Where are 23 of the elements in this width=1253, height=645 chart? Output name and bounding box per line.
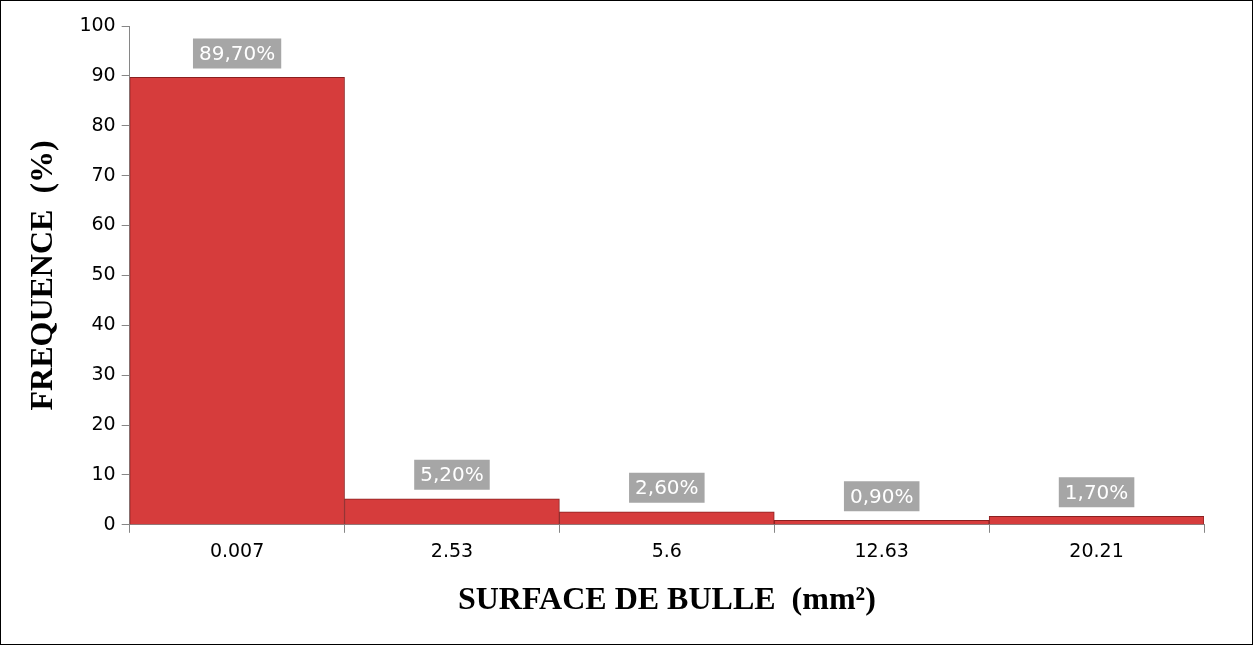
y-tick-label: 40 (91, 312, 116, 335)
data-label: 2,60% (635, 475, 699, 500)
y-tick-label: 20 (91, 411, 116, 434)
data-label: 89,70% (198, 40, 276, 65)
data-label: 1,70% (1064, 479, 1129, 504)
data-label: 5,20% (420, 462, 484, 487)
x-tick-label: 5.6 (651, 539, 682, 562)
y-tick-label: 80 (91, 112, 116, 135)
y-tick-label: 10 (91, 461, 116, 484)
x-tick-label: 2.53 (430, 539, 474, 562)
y-tick-label: 30 (91, 362, 116, 385)
x-axis-title: SURFACE DE BULLE (mm²) (457, 580, 876, 617)
y-tick-label: 50 (91, 262, 116, 285)
y-tick-label: 0 (103, 511, 116, 534)
x-tick-label: 12.63 (854, 539, 909, 562)
y-axis-title: FREQUENCE (%) (23, 140, 60, 411)
x-tick-label: 20.21 (1069, 539, 1124, 562)
y-tick-label: 60 (91, 212, 116, 235)
y-tick-label: 70 (91, 162, 116, 185)
y-tick-label: 100 (79, 12, 116, 35)
y-tick-label: 90 (91, 62, 116, 85)
data-label: 0,90% (849, 483, 914, 508)
x-tick-label: 0.007 (209, 539, 265, 562)
